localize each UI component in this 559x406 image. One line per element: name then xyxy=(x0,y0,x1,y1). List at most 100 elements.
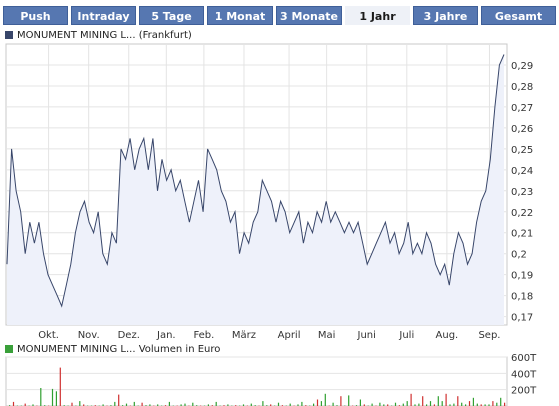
volume-bar xyxy=(371,403,373,406)
x-tick-label: Sep. xyxy=(478,330,500,341)
volume-bar xyxy=(418,403,420,406)
volume-bar xyxy=(433,404,435,406)
volume-bar xyxy=(496,402,498,406)
volume-bar xyxy=(180,404,182,406)
price-legend-label: MONUMENT MINING L... (Frankfurt) xyxy=(17,30,192,41)
price-y-tick-label: 0,27 xyxy=(511,103,533,114)
volume-bar xyxy=(445,393,447,406)
volume-bar xyxy=(449,404,451,406)
volume-bar xyxy=(387,404,389,406)
price-y-tick-label: 0,29 xyxy=(511,61,533,72)
volume-bar xyxy=(320,401,322,406)
volume-bar xyxy=(262,401,264,406)
volume-bar xyxy=(192,402,194,406)
x-tick-label: März xyxy=(232,330,256,341)
volume-bar xyxy=(465,404,467,406)
x-tick-label: Aug. xyxy=(436,330,459,341)
volume-bar xyxy=(207,404,209,406)
volume-bar xyxy=(492,401,494,406)
x-tick-label: Dez. xyxy=(118,330,140,341)
volume-bar xyxy=(402,403,404,406)
tab-1-jahr[interactable]: 1 Jahr xyxy=(345,6,410,25)
volume-y-tick-label: 200T xyxy=(511,386,537,397)
volume-bar xyxy=(141,402,143,406)
volume-y-axis: 200T 400T 600T xyxy=(511,353,537,397)
volume-bar xyxy=(55,391,57,406)
x-tick-label: Mai xyxy=(318,330,336,341)
volume-bar xyxy=(184,403,186,406)
volume-bar xyxy=(79,401,81,406)
x-tick-label: Juli xyxy=(398,330,414,341)
x-tick-label: Okt. xyxy=(38,330,59,341)
x-tick-label: Nov. xyxy=(78,330,100,341)
volume-bar xyxy=(133,401,135,406)
x-tick-label: Jan. xyxy=(156,330,176,341)
volume-bar xyxy=(301,401,303,406)
price-series-line xyxy=(6,54,505,308)
volume-bar xyxy=(250,403,252,406)
volume-bar xyxy=(480,404,482,406)
volume-bar xyxy=(468,401,471,406)
x-tick-label: Feb. xyxy=(193,330,214,341)
volume-legend-label: MONUMENT MINING L... Volumen in Euro xyxy=(17,344,221,355)
time-x-axis: Okt. Nov. Dez. Jan. Feb. März April Mai Juni Juli… xyxy=(38,330,500,341)
tab-gesamt[interactable]: Gesamt xyxy=(481,6,556,25)
tab-5-tage[interactable]: 5 Tage xyxy=(139,6,204,25)
volume-bar xyxy=(379,402,381,406)
volume-bar xyxy=(227,404,229,406)
volume-bar xyxy=(114,401,116,406)
price-y-tick-label: 0,25 xyxy=(511,145,533,156)
tab-intraday[interactable]: Intraday xyxy=(71,6,136,25)
volume-bar xyxy=(277,402,280,406)
volume-gridlines xyxy=(6,356,507,391)
volume-bar xyxy=(40,388,42,406)
volume-bar xyxy=(504,402,506,406)
volume-legend-swatch xyxy=(5,345,13,353)
volume-bar xyxy=(484,404,486,406)
volume-bar xyxy=(316,399,319,406)
price-y-tick-label: 0,26 xyxy=(511,124,533,135)
tab-3-jahre[interactable]: 3 Jahre xyxy=(413,6,478,25)
volume-bar xyxy=(332,402,334,406)
volume-y-tick-label: 400T xyxy=(511,369,537,380)
volume-bar xyxy=(324,393,326,406)
price-legend-swatch xyxy=(5,31,13,39)
x-tick-label: April xyxy=(278,330,301,341)
volume-bar xyxy=(437,396,439,406)
price-y-tick-label: 0,21 xyxy=(511,229,533,240)
volume-bar xyxy=(410,393,412,406)
volume-bar xyxy=(476,403,478,406)
volume-bar xyxy=(297,404,299,406)
x-tick-label: Juni xyxy=(357,330,376,341)
price-legend: MONUMENT MINING L... (Frankfurt) xyxy=(5,30,192,41)
price-y-tick-label: 0,22 xyxy=(511,208,533,219)
tab-3-monate[interactable]: 3 Monate xyxy=(276,6,342,25)
volume-bar xyxy=(422,396,424,406)
price-y-tick-label: 0,19 xyxy=(511,271,533,282)
volume-bar xyxy=(168,401,170,406)
volume-bar xyxy=(406,401,408,406)
volume-bar xyxy=(289,403,291,406)
volume-bar xyxy=(441,401,443,406)
price-y-tick-label: 0,2 xyxy=(511,250,527,261)
volume-bar xyxy=(359,399,361,406)
period-tab-bar: Push Intraday 5 Tage 1 Monat 3 Monate 1 … xyxy=(0,0,559,26)
price-y-tick-label: 0,17 xyxy=(511,313,533,324)
volume-bar xyxy=(363,404,365,406)
volume-bar xyxy=(118,394,120,406)
volume-y-tick-label: 600T xyxy=(511,353,537,364)
volume-bar xyxy=(472,397,474,406)
volume-bar xyxy=(426,404,428,406)
volume-bar xyxy=(383,404,385,406)
volume-bar xyxy=(125,403,128,406)
volume-bar xyxy=(453,403,455,406)
tab-1-monat[interactable]: 1 Monat xyxy=(207,6,273,25)
tab-push[interactable]: Push xyxy=(3,6,68,25)
volume-bar xyxy=(215,401,217,406)
price-y-tick-label: 0,28 xyxy=(511,82,533,93)
volume-bar xyxy=(32,404,34,406)
volume-bar xyxy=(348,395,350,406)
volume-bar xyxy=(24,403,26,406)
volume-bar xyxy=(59,367,61,406)
